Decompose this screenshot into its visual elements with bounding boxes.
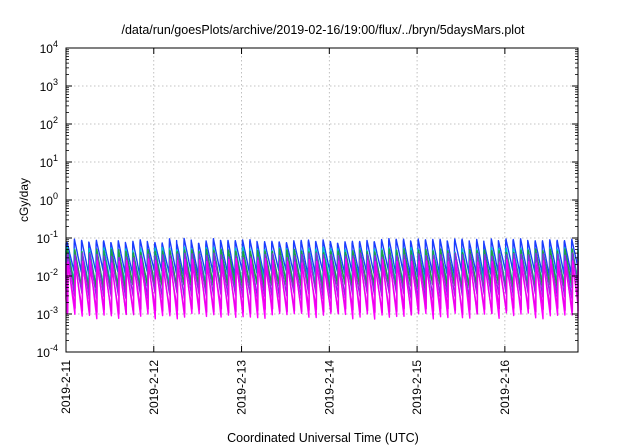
y-tick-label: 10-3 [37, 305, 58, 322]
series-line [65, 263, 579, 316]
chart-title: /data/run/goesPlots/archive/2019-02-16/1… [121, 23, 525, 37]
series-line [65, 258, 579, 320]
y-tick-label: 103 [40, 77, 58, 94]
y-tick-label: 100 [40, 191, 58, 208]
x-tick-label: 2019-2-16 [498, 360, 512, 415]
series-line [65, 248, 579, 292]
x-tick-label: 2019-2-15 [410, 360, 424, 415]
y-tick-label: 102 [40, 115, 58, 132]
x-axis-label: Coordinated Universal Time (UTC) [227, 431, 419, 445]
y-tick-label: 101 [40, 153, 58, 170]
ticks: 104 103 102 101 100 10-1 10-2 10-3 10-42019-2-11… [37, 39, 578, 415]
y-tick-label: 10-4 [37, 343, 58, 360]
x-tick-label: 2019-2-11 [59, 360, 73, 414]
y-tick-label: 10-1 [37, 229, 58, 246]
series-line [65, 237, 579, 278]
x-tick-label: 2019-2-13 [235, 360, 249, 415]
series-line [65, 252, 579, 301]
x-tick-label: 2019-2-14 [322, 360, 336, 415]
y-axis-label: cGy/day [17, 178, 31, 222]
x-tick-label: 2019-2-12 [147, 360, 161, 415]
y-tick-label: 10-2 [37, 267, 58, 284]
y-tick-label: 104 [40, 39, 58, 56]
series-layer [65, 237, 579, 320]
